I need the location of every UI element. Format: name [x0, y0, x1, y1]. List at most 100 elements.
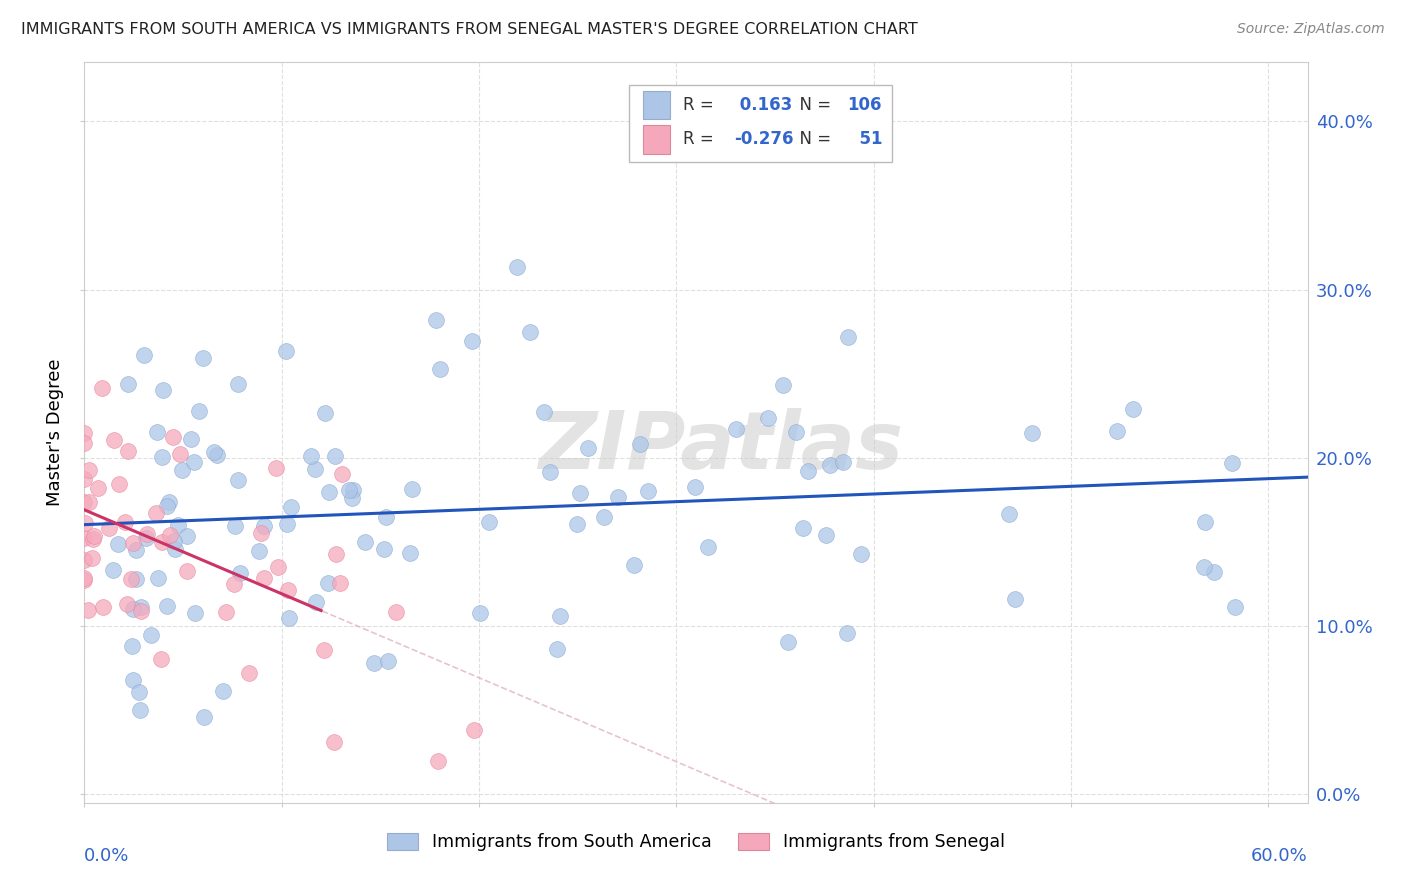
Immigrants from Senegal — [83, 529, 105, 543]
Immigrants from South America — [519, 325, 541, 339]
Immigrants from South America — [122, 673, 145, 687]
Immigrants from South America — [170, 463, 193, 477]
Text: Source: ZipAtlas.com: Source: ZipAtlas.com — [1237, 22, 1385, 37]
Immigrants from Senegal — [107, 476, 129, 491]
Immigrants from Senegal — [322, 735, 344, 749]
Immigrants from South America — [606, 490, 628, 504]
Immigrants from Senegal — [82, 533, 104, 547]
Immigrants from South America — [187, 404, 209, 418]
Immigrants from South America — [129, 600, 152, 615]
Immigrants from South America — [429, 362, 451, 376]
Immigrants from South America — [253, 519, 276, 533]
Immigrants from Senegal — [329, 576, 352, 591]
Immigrants from Senegal — [73, 426, 96, 441]
Immigrants from Senegal — [249, 526, 271, 541]
Immigrants from Senegal — [73, 436, 96, 450]
Immigrants from Senegal — [82, 550, 104, 565]
Immigrants from South America — [772, 377, 794, 392]
Immigrants from South America — [997, 507, 1019, 521]
Immigrants from South America — [121, 639, 143, 653]
Immigrants from South America — [184, 606, 207, 620]
Immigrants from South America — [129, 703, 152, 717]
Immigrants from Senegal — [97, 521, 120, 535]
Immigrants from South America — [696, 540, 718, 554]
Immigrants from South America — [354, 535, 377, 549]
Immigrants from Senegal — [253, 571, 276, 585]
Immigrants from Senegal — [277, 583, 299, 598]
Immigrants from Senegal — [312, 643, 335, 657]
Immigrants from South America — [1192, 560, 1215, 574]
Immigrants from South America — [1194, 516, 1216, 530]
Immigrants from Senegal — [162, 430, 184, 444]
Immigrants from Senegal — [135, 526, 157, 541]
Immigrants from South America — [851, 547, 873, 561]
Immigrants from Senegal — [159, 528, 181, 542]
Immigrants from Senegal — [117, 598, 139, 612]
Immigrants from Senegal — [384, 605, 406, 619]
Immigrants from Senegal — [330, 467, 353, 482]
Immigrants from South America — [323, 449, 346, 463]
Immigrants from Senegal — [264, 461, 287, 475]
Text: -0.276: -0.276 — [734, 130, 793, 148]
Immigrants from South America — [163, 541, 186, 556]
Immigrants from South America — [1122, 401, 1144, 416]
Immigrants from South America — [377, 654, 399, 668]
Immigrants from South America — [180, 432, 202, 446]
Immigrants from South America — [211, 684, 233, 698]
Immigrants from South America — [305, 595, 328, 609]
Text: R =: R = — [682, 96, 718, 114]
Immigrants from Senegal — [90, 381, 112, 395]
Immigrants from Senegal — [145, 506, 167, 520]
Immigrants from Senegal — [77, 602, 100, 616]
Immigrants from Senegal — [73, 553, 96, 567]
Immigrants from Senegal — [87, 481, 110, 495]
Immigrants from South America — [280, 500, 302, 514]
Text: 0.163: 0.163 — [734, 96, 792, 114]
Immigrants from South America — [792, 521, 814, 535]
Immigrants from South America — [337, 483, 360, 497]
Immigrants from South America — [229, 566, 252, 581]
Immigrants from South America — [342, 483, 364, 497]
Immigrants from South America — [1004, 592, 1026, 607]
Immigrants from South America — [226, 473, 249, 487]
Immigrants from South America — [101, 563, 124, 577]
Immigrants from South America — [375, 510, 398, 524]
Text: IMMIGRANTS FROM SOUTH AMERICA VS IMMIGRANTS FROM SENEGAL MASTER'S DEGREE CORRELA: IMMIGRANTS FROM SOUTH AMERICA VS IMMIGRA… — [21, 22, 918, 37]
Immigrants from South America — [835, 626, 858, 640]
Immigrants from South America — [304, 461, 326, 475]
Immigrants from South America — [837, 329, 859, 343]
Text: N =: N = — [789, 96, 837, 114]
FancyBboxPatch shape — [644, 126, 671, 153]
Immigrants from South America — [478, 515, 501, 529]
Immigrants from South America — [683, 480, 706, 494]
Immigrants from South America — [117, 376, 139, 391]
Immigrants from Senegal — [176, 564, 198, 578]
Immigrants from Senegal — [463, 723, 485, 737]
Immigrants from South America — [565, 516, 588, 531]
Immigrants from South America — [470, 607, 492, 621]
Immigrants from South America — [568, 486, 591, 500]
Immigrants from South America — [576, 441, 599, 455]
Immigrants from South America — [818, 458, 841, 472]
Text: 60.0%: 60.0% — [1251, 847, 1308, 865]
Immigrants from South America — [398, 546, 420, 560]
Immigrants from South America — [183, 455, 205, 469]
Immigrants from South America — [125, 543, 148, 558]
Text: ZIPatlas: ZIPatlas — [538, 409, 903, 486]
Immigrants from South America — [460, 334, 482, 349]
Immigrants from South America — [122, 602, 145, 616]
Immigrants from Senegal — [114, 516, 136, 530]
Immigrants from South America — [1107, 425, 1129, 439]
Immigrants from Senegal — [267, 560, 290, 574]
Y-axis label: Master's Degree: Master's Degree — [45, 359, 63, 507]
Immigrants from South America — [150, 450, 173, 464]
Immigrants from South America — [247, 544, 270, 558]
Immigrants from South America — [593, 510, 616, 524]
Immigrants from South America — [152, 383, 174, 397]
Immigrants from Senegal — [427, 754, 450, 768]
Text: 106: 106 — [848, 96, 882, 114]
Immigrants from South America — [193, 351, 215, 366]
Legend: Immigrants from South America, Immigrants from Senegal: Immigrants from South America, Immigrant… — [380, 826, 1012, 858]
Immigrants from South America — [546, 641, 568, 656]
Immigrants from South America — [724, 421, 747, 435]
